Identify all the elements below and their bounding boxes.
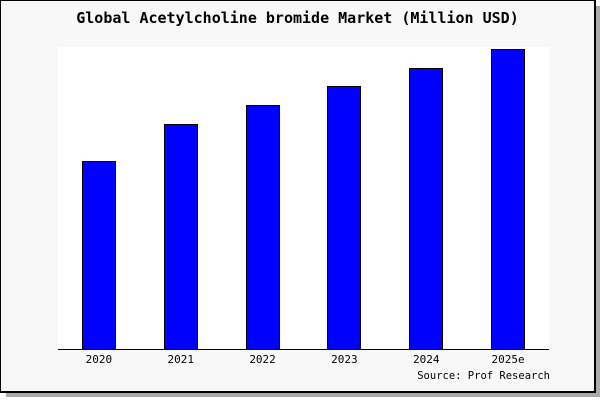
plot-area: 2020 2021 2022 2023 2024 2025e <box>58 47 549 366</box>
bar-slot <box>140 47 222 349</box>
bar-2021 <box>163 124 198 349</box>
chart-title: Global Acetylcholine bromide Market (Mil… <box>76 9 519 27</box>
x-axis-line <box>58 349 549 350</box>
bar-2020 <box>81 160 116 349</box>
x-axis-labels: 2020 2021 2022 2023 2024 2025e <box>58 353 549 366</box>
bar-slot <box>58 47 140 349</box>
bar-2025e <box>491 49 526 349</box>
bar-slot <box>222 47 304 349</box>
bar-2023 <box>327 86 362 349</box>
source-credit: Source: Prof Research <box>417 370 550 382</box>
chart-box: Global Acetylcholine bromide Market (Mil… <box>0 0 596 393</box>
bar-slot <box>385 47 467 349</box>
bars-container <box>58 47 549 349</box>
x-tick-label: 2021 <box>167 353 194 366</box>
x-tick-label: 2024 <box>412 353 440 366</box>
x-tick-label: 2023 <box>331 353 358 366</box>
bar-2022 <box>245 104 280 349</box>
bar-slot <box>303 47 385 349</box>
bar-slot <box>467 47 549 349</box>
x-tick-label: 2022 <box>249 353 276 366</box>
bar-2024 <box>409 68 444 349</box>
x-tick-label: 2020 <box>85 353 113 366</box>
x-tick-label: 2025e <box>491 353 525 366</box>
